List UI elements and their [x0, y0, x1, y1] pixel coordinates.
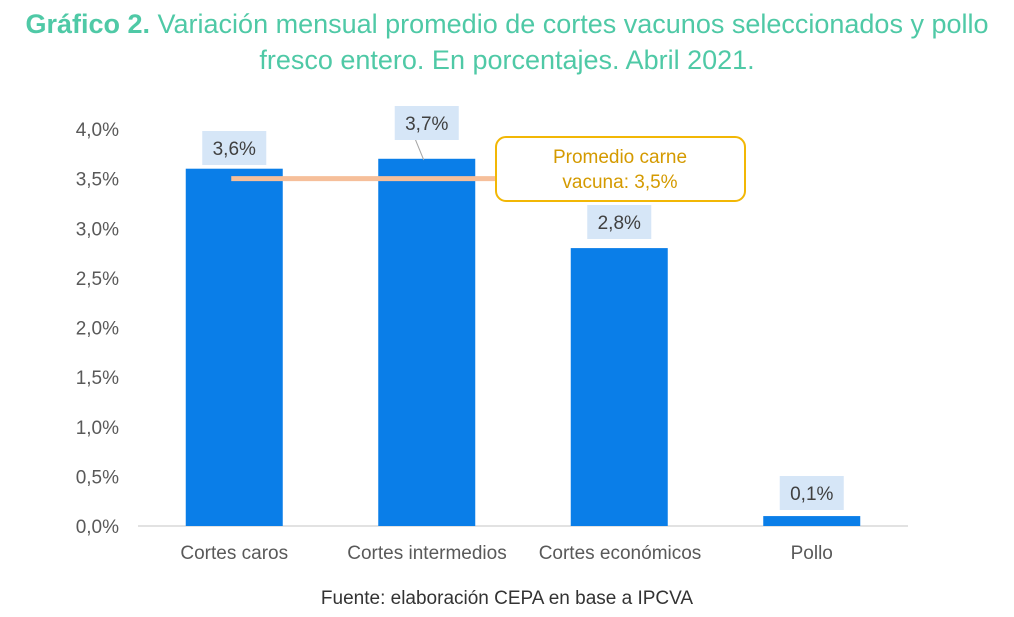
data-label-background	[779, 476, 844, 510]
data-label-background	[202, 131, 267, 165]
y-tick-label: 1,0%	[76, 418, 119, 439]
bar	[378, 158, 476, 526]
data-label-background	[394, 106, 459, 140]
data-label: 3,7%	[405, 114, 448, 135]
bar	[763, 516, 861, 526]
chart-title-text: Variación mensual promedio de cortes vac…	[150, 9, 989, 75]
average-annotation-line1: Promedio carne	[553, 147, 687, 168]
y-tick-label: 0,0%	[76, 517, 119, 538]
bar	[570, 248, 668, 526]
y-tick-label: 3,5%	[76, 170, 119, 191]
bar-chart: 0,0% 0,5% 1,0% 1,5% 2,0% 2,5% 3,0% 3,5% 4,0% 3,6%…	[76, 106, 908, 564]
x-category-label: Cortes intermedios	[347, 543, 506, 564]
y-tick-label: 1,5%	[76, 368, 119, 389]
y-tick-label: 3,0%	[76, 219, 119, 240]
data-label: 0,1%	[790, 484, 833, 505]
chart-title-prefix: Gráfico 2.	[25, 9, 151, 39]
y-tick-label: 2,5%	[76, 269, 119, 290]
average-annotation-box	[495, 136, 746, 202]
data-label: 3,6%	[213, 139, 256, 160]
x-category-label: Pollo	[791, 543, 833, 564]
bar	[185, 168, 283, 526]
data-label: 2,8%	[598, 213, 641, 234]
x-category-label: Cortes caros	[180, 543, 288, 564]
x-category-label: Cortes económicos	[539, 543, 702, 564]
label-leader-line	[414, 137, 425, 161]
source-note: Fuente: elaboración CEPA en base a IPCVA	[320, 588, 694, 609]
y-tick-label: 4,0%	[76, 120, 119, 141]
chart-title: Gráfico 2. Variación mensual promedio de…	[0, 6, 1014, 78]
y-tick-label: 0,5%	[76, 467, 119, 488]
data-label-background	[587, 205, 652, 239]
average-annotation-line2: vacuna: 3,5%	[562, 172, 677, 193]
y-tick-label: 2,0%	[76, 319, 119, 340]
